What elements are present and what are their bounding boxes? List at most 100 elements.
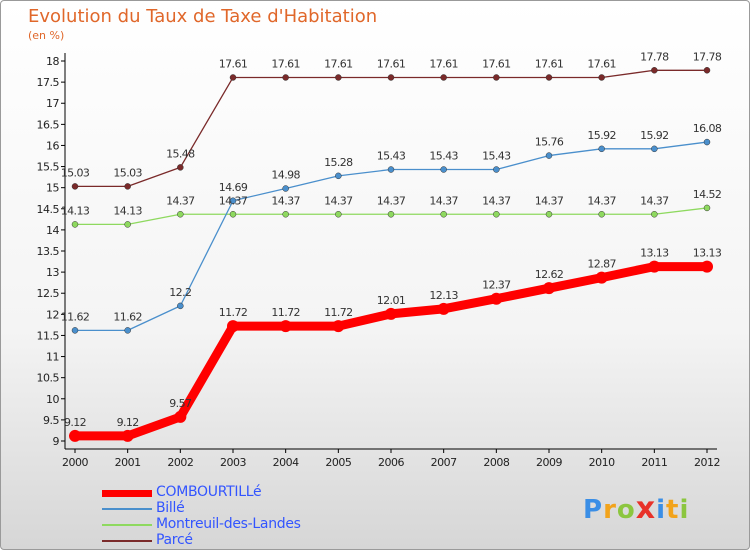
- data-label: 13.13: [693, 247, 722, 260]
- x-tick-label: 2005: [325, 456, 351, 469]
- legend-label: Billé: [156, 500, 185, 516]
- chart-title: Evolution du Taux de Taxe d'Habitation: [28, 6, 378, 27]
- legend-swatch: [102, 540, 152, 542]
- data-label: 11.72: [271, 306, 300, 319]
- data-point: [440, 74, 447, 81]
- legend-label: Montreuil-des-Landes: [156, 516, 301, 532]
- y-tick-label: 11.5: [37, 329, 60, 342]
- data-point: [651, 145, 658, 153]
- data-point: [595, 271, 608, 284]
- legend-swatch: [102, 524, 152, 526]
- data-label: 17.61: [219, 57, 248, 70]
- data-label: 14.13: [113, 204, 142, 217]
- data-point: [71, 183, 79, 190]
- data-label: 17.78: [693, 50, 722, 63]
- data-point: [121, 429, 134, 442]
- series-layer: 15.03 15.03 15.48 17.61 17.61 17.61 17.61 17.61…: [61, 50, 722, 442]
- y-tick-label: 12.5: [37, 287, 60, 300]
- data-label: 15.76: [535, 136, 564, 149]
- data-point: [174, 410, 187, 423]
- data-point: [282, 211, 289, 218]
- data-label: 12.62: [535, 268, 564, 281]
- data-point: [545, 211, 553, 218]
- data-label: 17.61: [324, 57, 353, 70]
- y-tick-label: 11: [46, 351, 59, 364]
- x-tick-label: 2008: [483, 456, 509, 469]
- data-point: [493, 166, 500, 173]
- x-tick-label: 2003: [220, 456, 246, 469]
- y-tick-label: 14.5: [37, 203, 60, 216]
- y-tick-label: 17.5: [37, 76, 60, 89]
- data-label: 11.72: [324, 306, 353, 319]
- data-label: 14.13: [61, 204, 90, 217]
- data-point: [332, 320, 345, 333]
- data-point: [71, 327, 79, 334]
- data-label: 17.61: [271, 57, 300, 70]
- data-point: [545, 152, 553, 159]
- data-label: 14.37: [377, 194, 406, 207]
- data-label: 17.61: [587, 57, 616, 70]
- data-label: 12.01: [377, 294, 406, 307]
- data-label: 14.52: [693, 188, 722, 201]
- x-tick-label: 2002: [167, 456, 193, 469]
- data-point: [703, 138, 711, 146]
- data-label: 14.69: [219, 181, 248, 194]
- data-point: [387, 211, 395, 218]
- chart-subtitle: (en %): [28, 29, 65, 42]
- data-point: [335, 211, 342, 218]
- logo-letter: r: [603, 495, 617, 525]
- data-point: [282, 185, 289, 192]
- data-label: 15.03: [113, 166, 142, 179]
- data-point: [229, 211, 237, 218]
- y-tick-label: 14: [46, 224, 59, 237]
- legend-label: Parcé: [156, 532, 193, 548]
- data-label: 15.48: [166, 147, 195, 160]
- data-label: 15.03: [61, 166, 90, 179]
- data-label: 14.37: [482, 194, 511, 207]
- data-point: [598, 74, 605, 81]
- data-label: 17.78: [640, 50, 669, 63]
- data-label: 14.37: [324, 194, 353, 207]
- data-point: [703, 204, 711, 212]
- logo-letter: o: [616, 495, 636, 525]
- logo-letter: i: [679, 495, 690, 525]
- data-label: 15.92: [640, 129, 669, 142]
- data-label: 14.37: [271, 194, 300, 207]
- data-label: 17.61: [429, 57, 458, 70]
- data-label: 14.37: [429, 194, 458, 207]
- data-point: [279, 320, 292, 333]
- data-point: [335, 74, 342, 81]
- y-tick-label: 9: [53, 435, 60, 448]
- data-point: [437, 302, 450, 315]
- data-point: [387, 74, 395, 81]
- y-tick-label: 18: [46, 55, 59, 68]
- data-point: [69, 429, 81, 442]
- data-point: [493, 74, 500, 81]
- data-label: 14.37: [166, 194, 195, 207]
- y-tick-label: 9.5: [43, 414, 59, 427]
- data-point: [648, 260, 661, 273]
- data-point: [701, 260, 713, 273]
- x-tick-label: 2006: [378, 456, 404, 469]
- data-point: [598, 145, 605, 153]
- data-point: [440, 211, 447, 218]
- data-point: [229, 74, 237, 81]
- legend-label: COMBOURTILLé: [156, 484, 262, 500]
- data-point: [71, 221, 79, 228]
- data-label: 14.37: [640, 194, 669, 207]
- data-label: 14.37: [219, 194, 248, 207]
- data-label: 9.12: [64, 416, 86, 429]
- x-tick-label: 2012: [694, 456, 720, 469]
- x-tick-label: 2011: [641, 456, 667, 469]
- x-tick-label: 2004: [273, 456, 299, 469]
- data-label: 12.13: [429, 289, 458, 302]
- y-tick-label: 17: [46, 97, 59, 110]
- legend-swatch: [102, 490, 152, 497]
- data-point: [282, 74, 289, 81]
- y-tick-label: 15.5: [37, 161, 60, 174]
- data-point: [493, 211, 500, 218]
- y-tick-label: 10.5: [37, 372, 60, 385]
- data-label: 12.2: [169, 286, 191, 299]
